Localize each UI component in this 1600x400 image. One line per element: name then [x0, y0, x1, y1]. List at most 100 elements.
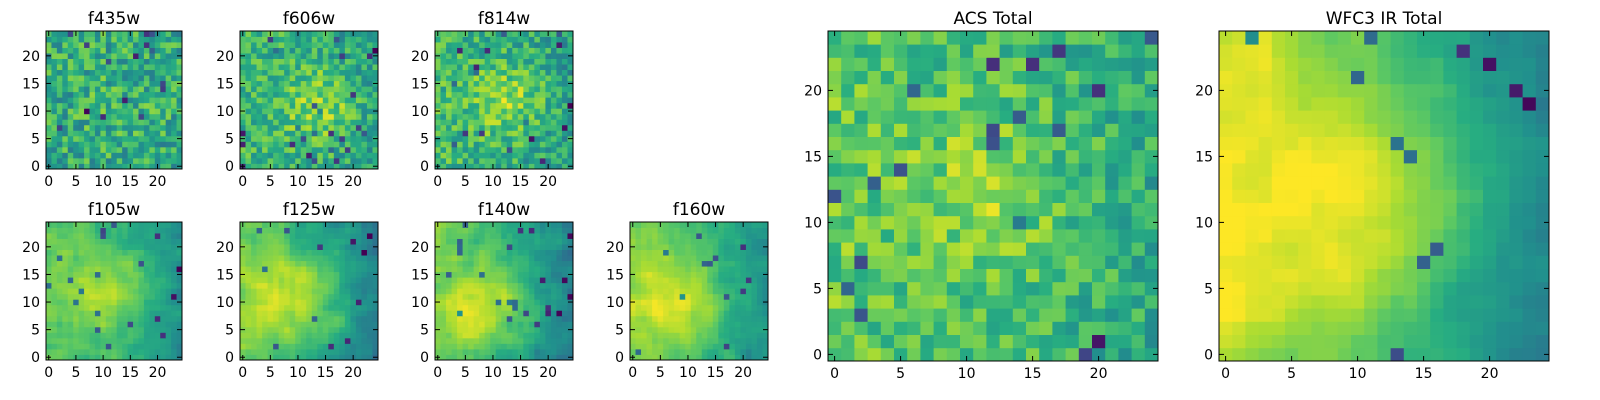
heatmap-cell	[468, 31, 475, 37]
heatmap-cell	[165, 321, 172, 328]
heatmap-cell	[685, 332, 692, 339]
heatmap-cell	[251, 326, 257, 333]
heatmap-cell	[685, 244, 692, 250]
heatmap-cell	[880, 163, 895, 177]
heatmap-cell	[1065, 321, 1080, 335]
heatmap-cell	[273, 266, 280, 273]
heatmap-cell	[154, 337, 161, 344]
heatmap-cell	[245, 337, 252, 344]
heatmap-cell	[561, 135, 568, 142]
heatmap-cell	[165, 152, 172, 159]
heatmap-cell	[473, 53, 480, 59]
heatmap-cell	[756, 288, 763, 295]
heatmap-cell	[160, 277, 167, 284]
heatmap-cell	[462, 47, 469, 54]
heatmap-cell	[490, 80, 497, 87]
heatmap-cell	[105, 293, 112, 300]
heatmap-cell	[289, 69, 296, 76]
heatmap-cell	[1131, 321, 1146, 335]
heatmap-cell	[62, 277, 69, 284]
heatmap-cell	[116, 238, 123, 245]
heatmap-cell	[251, 36, 257, 43]
heatmap-cell	[138, 326, 145, 333]
heatmap-cell	[317, 337, 324, 344]
heatmap-cell	[171, 354, 177, 361]
heatmap-cell	[635, 310, 642, 317]
heatmap-cell	[306, 102, 313, 109]
heatmap-cell	[729, 310, 736, 317]
heatmap-cell	[116, 163, 123, 170]
heatmap-cell	[641, 288, 647, 295]
heatmap-cell	[116, 53, 123, 59]
heatmap-cell	[556, 348, 563, 355]
heatmap-cell	[641, 277, 647, 284]
heatmap-cell	[51, 141, 58, 148]
heatmap-cell	[245, 343, 252, 350]
heatmap-cell	[556, 69, 563, 76]
heatmap-cell	[718, 326, 725, 333]
heatmap-cell	[289, 222, 296, 228]
heatmap-cell	[262, 293, 268, 300]
heatmap-cell	[712, 299, 719, 306]
heatmap-cell	[256, 227, 263, 234]
heatmap-cell	[289, 146, 296, 153]
heatmap-cell	[344, 354, 351, 361]
heatmap-cell	[451, 266, 458, 273]
heatmap-cell	[262, 326, 268, 333]
heatmap-cell	[841, 202, 855, 217]
heatmap-cell	[495, 42, 502, 48]
heatmap-cell	[176, 337, 183, 344]
heatmap-cell	[446, 42, 452, 48]
heatmap-cell	[339, 91, 346, 98]
heatmap-cell	[67, 282, 74, 289]
heatmap-cell	[122, 58, 128, 65]
heatmap-cell	[251, 354, 257, 361]
heatmap-cell	[78, 108, 85, 115]
heatmap-cell	[707, 222, 714, 228]
heatmap-cell	[361, 222, 368, 228]
heatmap-cell	[517, 130, 524, 137]
heatmap-cell	[133, 42, 139, 48]
heatmap-cell	[273, 321, 280, 328]
heatmap-cell	[745, 354, 752, 361]
heatmap-cell	[457, 124, 463, 131]
heatmap-cell	[534, 108, 541, 115]
heatmap-cell	[127, 152, 134, 159]
heatmap-cell	[457, 321, 463, 328]
heatmap-cell	[350, 80, 357, 87]
heatmap-cell	[451, 80, 458, 87]
heatmap-cell	[473, 227, 480, 234]
heatmap-cell	[556, 222, 563, 228]
heatmap-cell	[545, 238, 552, 245]
heatmap-cell	[122, 332, 128, 339]
heatmap-cell	[278, 299, 285, 306]
heatmap-cell	[635, 233, 642, 239]
heatmap-cell	[435, 47, 441, 54]
heatmap-cell	[256, 310, 263, 317]
heatmap-cell	[451, 91, 458, 98]
heatmap-cell	[361, 141, 368, 148]
heatmap-cell	[127, 310, 134, 317]
heatmap-cell	[657, 299, 664, 306]
heatmap-cell	[267, 124, 274, 131]
heatmap-cell	[350, 348, 357, 355]
heatmap-cell	[366, 64, 373, 71]
heatmap-cell	[920, 308, 934, 322]
heatmap-cell	[256, 271, 263, 278]
heatmap-cell	[366, 288, 373, 295]
heatmap-cell	[567, 315, 574, 322]
heatmap-cell	[854, 215, 868, 230]
heatmap-cell	[46, 97, 52, 104]
heatmap-cell	[630, 315, 636, 322]
heatmap-cell	[523, 310, 530, 317]
heatmap-cell	[295, 304, 302, 311]
heatmap-cell	[94, 102, 101, 109]
heatmap-cell	[122, 108, 128, 115]
heatmap-cell	[149, 277, 156, 284]
heatmap-cell	[100, 332, 107, 339]
heatmap-cell	[344, 141, 351, 148]
heatmap-cell	[67, 31, 74, 37]
heatmap-cell	[440, 152, 447, 159]
heatmap-cell	[734, 222, 741, 228]
heatmap-cell	[127, 75, 134, 82]
